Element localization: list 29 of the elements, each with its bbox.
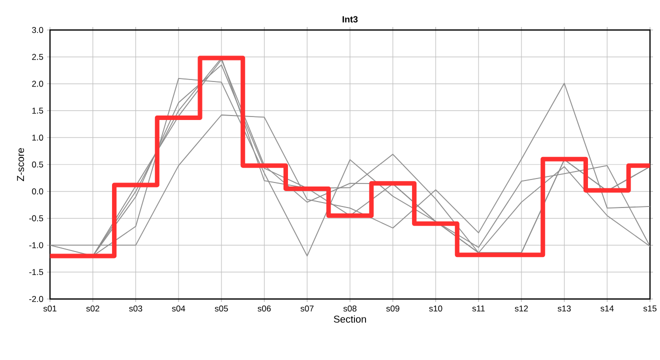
- x-tick-label: s12: [514, 306, 528, 312]
- x-tick-label: s09: [386, 306, 400, 312]
- y-tick-label: 1.0: [32, 134, 44, 141]
- x-tick-label: s07: [300, 306, 314, 312]
- y-tick-label: -1.0: [29, 242, 44, 248]
- y-tick-label: -2.0: [29, 296, 44, 302]
- x-tick-label: s04: [172, 306, 186, 312]
- y-tick-label: 2.0: [32, 80, 44, 87]
- y-tick-label: 0.5: [32, 162, 44, 168]
- y-tick-label: 0.0: [32, 188, 44, 194]
- x-tick-label: s06: [258, 306, 271, 312]
- y-tick-label: -1.5: [29, 269, 44, 276]
- x-tick-label: s10: [429, 306, 442, 312]
- x-tick-label: s13: [558, 306, 571, 312]
- y-tick-label: -0.5: [29, 215, 44, 222]
- x-tick-label: s14: [600, 306, 614, 312]
- x-tick-label: s05: [214, 306, 228, 312]
- x-axis-title: Section: [334, 315, 366, 323]
- y-tick-label: 2.5: [32, 54, 44, 60]
- x-tick-label: s02: [86, 306, 100, 312]
- chart-title: Int3: [342, 16, 358, 22]
- y-axis-title: Z-score: [17, 148, 24, 182]
- x-tick-label: s08: [343, 306, 356, 312]
- x-tick-label: s15: [643, 306, 656, 312]
- y-tick-label: 3.0: [32, 27, 44, 33]
- x-tick-label: s11: [472, 306, 485, 312]
- x-tick-label: s03: [129, 306, 142, 312]
- x-tick-label: s01: [43, 306, 56, 312]
- y-tick-label: 1.5: [32, 108, 44, 114]
